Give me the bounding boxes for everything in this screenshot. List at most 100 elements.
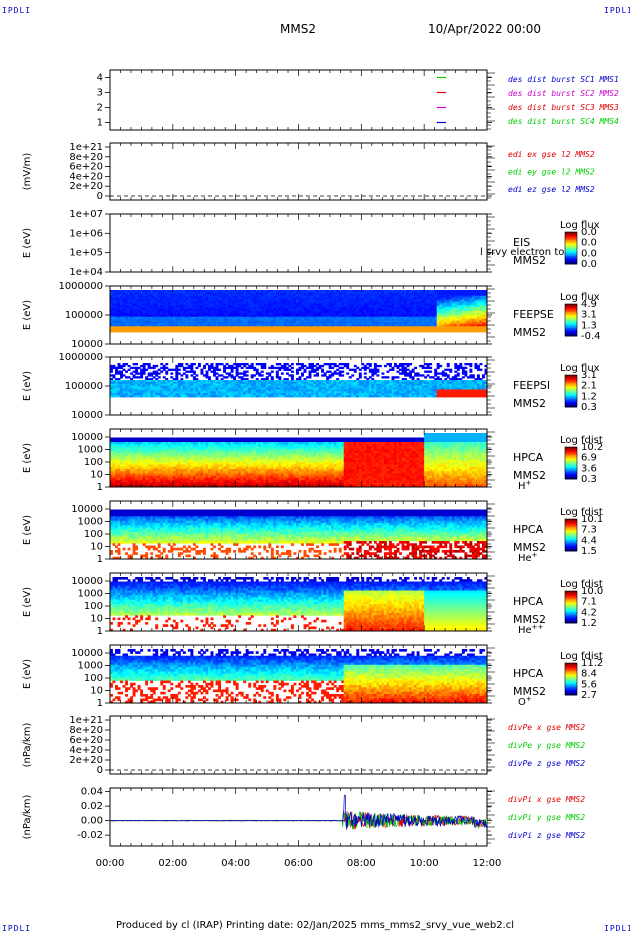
- colorbar-cell-eis: [565, 242, 577, 245]
- y-tick-label-hpca_he: 10000: [71, 504, 103, 515]
- colorbar-cell-eis: [565, 245, 577, 248]
- colorbar-cell-hpca_o: [565, 689, 577, 692]
- colorbar-cell-feepse: [565, 312, 577, 314]
- colorbar-cell-feepse: [565, 308, 577, 310]
- colorbar-cell-eis: [565, 252, 577, 254]
- colorbar-cell-hpca_h: [565, 472, 577, 475]
- y-tick-label-burst: 2: [97, 103, 103, 114]
- species-charge-hpca_h: +: [526, 479, 532, 487]
- colorbar-cell-hpca_o: [565, 665, 577, 668]
- colorbar-cell-hpca_o: [565, 688, 577, 691]
- colorbar-title-feepse: Log flux: [560, 292, 600, 303]
- species-charge-hpca_he: +: [532, 551, 538, 559]
- colorbar-frame-feepse: [564, 303, 578, 337]
- colorbar-cell-feepse: [565, 321, 577, 324]
- colorbar-tick-hpca_h: 10.2: [581, 442, 603, 453]
- colorbar-cell-hpca_hepp: [565, 592, 577, 595]
- spacecraft-label-feepse: MMS2: [513, 326, 546, 339]
- y-tick-label-edi: 6e+20: [69, 162, 103, 173]
- colorbar-cell-feepsi: [565, 379, 577, 381]
- colorbar-cell-feepsi: [565, 389, 577, 392]
- spacecraft-label-hpca_hepp: MMS2: [513, 613, 546, 626]
- colorbar-tick-hpca_hepp: 4.2: [581, 607, 597, 618]
- colorbar-cell-feepsi: [565, 401, 577, 404]
- colorbar-cell-hpca_he: [565, 520, 577, 523]
- y-tick-label-eis: 1e+07: [69, 209, 103, 220]
- spectrogram-feepse: [110, 290, 488, 333]
- colorbar-frame-hpca_he: [564, 518, 578, 552]
- colorbar-cell-hpca_o: [565, 685, 577, 688]
- footer-credit: Produced by cl (IRAP) Printing date: 02/…: [115, 920, 515, 931]
- colorbar-cell-feepsi: [565, 381, 577, 384]
- colorbar-cell-hpca_hepp: [565, 601, 577, 604]
- colorbar-cell-hpca_he: [565, 547, 577, 549]
- y-tick-label-edi: 8e+20: [69, 152, 103, 163]
- instrument-label-eis: EIS: [513, 236, 530, 249]
- colorbar-cell-hpca_h: [565, 456, 577, 459]
- instrument-label-hpca_he: HPCA: [513, 523, 544, 536]
- colorbar-cell-feepse: [565, 332, 577, 334]
- colorbar-cell-eis: [565, 250, 577, 253]
- y-tick-label-eis: 1e+06: [69, 228, 103, 239]
- colorbar-tick-hpca_he: 4.4: [581, 535, 597, 546]
- legend-burst: des dist burst SC4 MMS4: [508, 117, 619, 126]
- colorbar-cell-eis: [565, 249, 577, 252]
- y-tick-label-divpe: 0: [97, 765, 103, 776]
- colorbar-cell-hpca_he: [565, 548, 577, 551]
- colorbar-cell-hpca_o: [565, 681, 577, 684]
- colorbar-cell-hpca_o: [565, 680, 577, 683]
- colorbar-cell-hpca_he: [565, 543, 577, 545]
- colorbar-cell-hpca_h: [565, 453, 577, 456]
- colorbar-cell-eis: [565, 234, 577, 237]
- colorbar-cell-hpca_h: [565, 457, 577, 460]
- colorbar-cell-feepsi: [565, 399, 577, 401]
- colorbar-tick-hpca_hepp: 1.2: [581, 618, 597, 629]
- colorbar-cell-hpca_o: [565, 667, 577, 669]
- legend-burst: des dist burst SC3 MMS3: [508, 103, 619, 112]
- colorbar-tick-eis: 0.0: [581, 227, 597, 238]
- colorbar-cell-feepsi: [565, 384, 577, 387]
- colorbar-cell-eis: [565, 233, 577, 236]
- colorbar-cell-hpca_he: [565, 533, 577, 536]
- time-axis-label: 04:00: [221, 858, 250, 869]
- colorbar-cell-hpca_hepp: [565, 612, 577, 615]
- colorbar-cell-feepse: [565, 318, 577, 321]
- colorbar-cell-eis: [565, 261, 577, 264]
- colorbar-cell-feepse: [565, 334, 577, 337]
- y-tick-label-feepsi: 100000: [65, 381, 103, 392]
- colorbar-cell-hpca_hepp: [565, 604, 577, 607]
- colorbar-cell-hpca_h: [565, 473, 577, 476]
- colorbar-frame-hpca_hepp: [564, 590, 578, 624]
- panel-frame-edi: [109, 142, 488, 201]
- y-tick-label-hpca_h: 100: [84, 457, 103, 468]
- y-tick-label-eis: 1e+04: [69, 267, 103, 278]
- colorbar-cell-eis: [565, 260, 577, 262]
- y-axis-label-edi: (mV/m): [22, 153, 33, 191]
- colorbar-tick-hpca_hepp: 10.0: [581, 586, 603, 597]
- y-tick-label-feepse: 10000: [71, 339, 103, 350]
- y-tick-label-hpca_hepp: 10000: [71, 576, 103, 587]
- legend-divpe: divPe z gse MMS2: [508, 759, 585, 768]
- colorbar-cell-feepse: [565, 309, 577, 312]
- colorbar-cell-feepsi: [565, 392, 577, 395]
- colorbar-cell-hpca_o: [565, 676, 577, 679]
- colorbar-cell-feepsi: [565, 387, 577, 389]
- y-axis-label-hpca_o: E (eV): [22, 659, 33, 689]
- colorbar-tick-hpca_h: 6.9: [581, 453, 597, 464]
- colorbar-cell-hpca_he: [565, 521, 577, 524]
- colorbar-cell-feepsi: [565, 376, 577, 379]
- colorbar-frame-hpca_o: [564, 662, 578, 696]
- y-tick-label-edi: 4e+20: [69, 171, 103, 182]
- colorbar-cell-hpca_he: [565, 524, 577, 527]
- colorbar-cell-feepsi: [565, 396, 577, 399]
- colorbar-cell-hpca_o: [565, 671, 577, 673]
- spacecraft-label-feepsi: MMS2: [513, 397, 546, 410]
- panel-frame-divpe: [109, 715, 488, 775]
- colorbar-tick-hpca_he: 10.1: [581, 514, 603, 525]
- colorbar-cell-hpca_he: [565, 527, 577, 529]
- colorbar-cell-eis: [565, 244, 577, 246]
- colorbar-cell-hpca_h: [565, 448, 577, 451]
- colorbar-cell-hpca_he: [565, 523, 577, 525]
- colorbar-cell-hpca_he: [565, 535, 577, 537]
- colorbar-cell-feepse: [565, 304, 577, 306]
